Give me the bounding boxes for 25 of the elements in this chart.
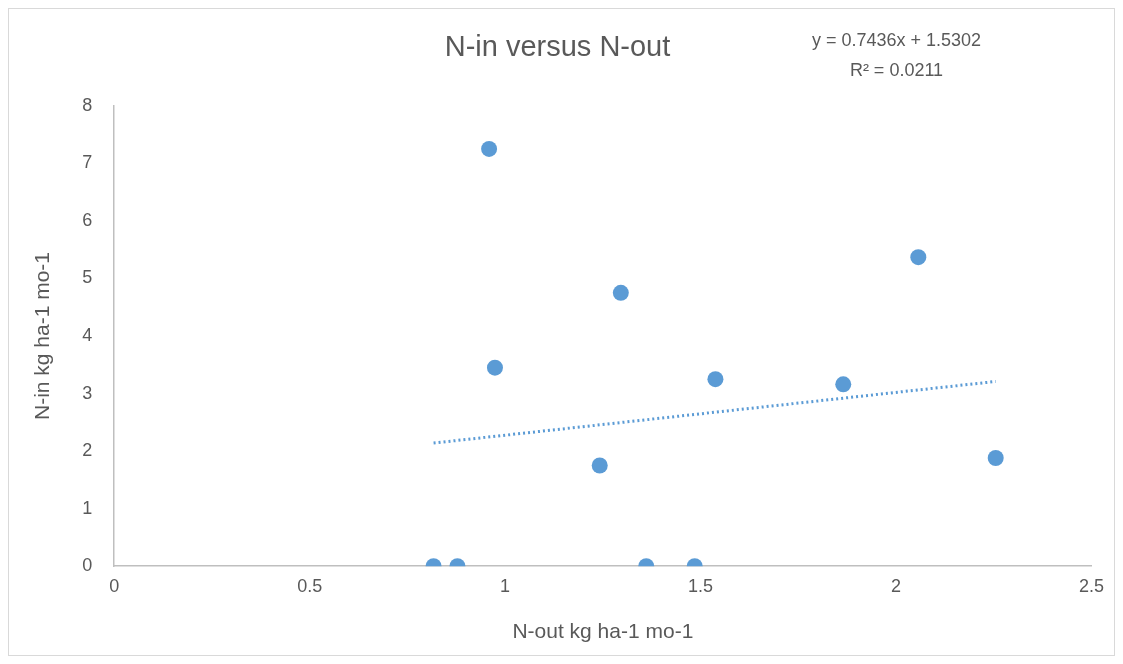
x-tick-label: 0.5 [297, 575, 323, 596]
y-tick-label: 7 [82, 152, 93, 173]
x-axis-title: N-out kg ha-1 mo-1 [512, 619, 694, 643]
x-tick-label: 2.5 [1078, 575, 1104, 596]
y-tick-label: 1 [82, 497, 93, 518]
y-tick-label: 5 [82, 267, 93, 288]
y-tick-label: 6 [82, 209, 93, 230]
x-tick-label: 1 [500, 575, 511, 596]
y-tick-label: 2 [82, 440, 93, 461]
point [707, 371, 724, 388]
y-tick-label: 3 [82, 382, 93, 403]
x-tick-label: 1.5 [688, 575, 714, 596]
x-tick-label: 2 [891, 575, 902, 596]
text: y = 0.7436x + 1.5302 [811, 29, 982, 50]
chart-title: N-in versus N-out [444, 30, 671, 63]
y-tick-label: 4 [82, 324, 93, 345]
y-tick-label: 8 [82, 94, 93, 115]
text: R² = 0.0211 [849, 59, 944, 80]
y-tick-label: 0 [82, 555, 93, 576]
y-axis-title: N-in kg ha-1 mo-1 [30, 251, 54, 421]
x-tick-label: 0 [109, 575, 120, 596]
point [835, 376, 852, 393]
point [612, 284, 629, 301]
point [910, 249, 927, 266]
point [486, 359, 503, 376]
